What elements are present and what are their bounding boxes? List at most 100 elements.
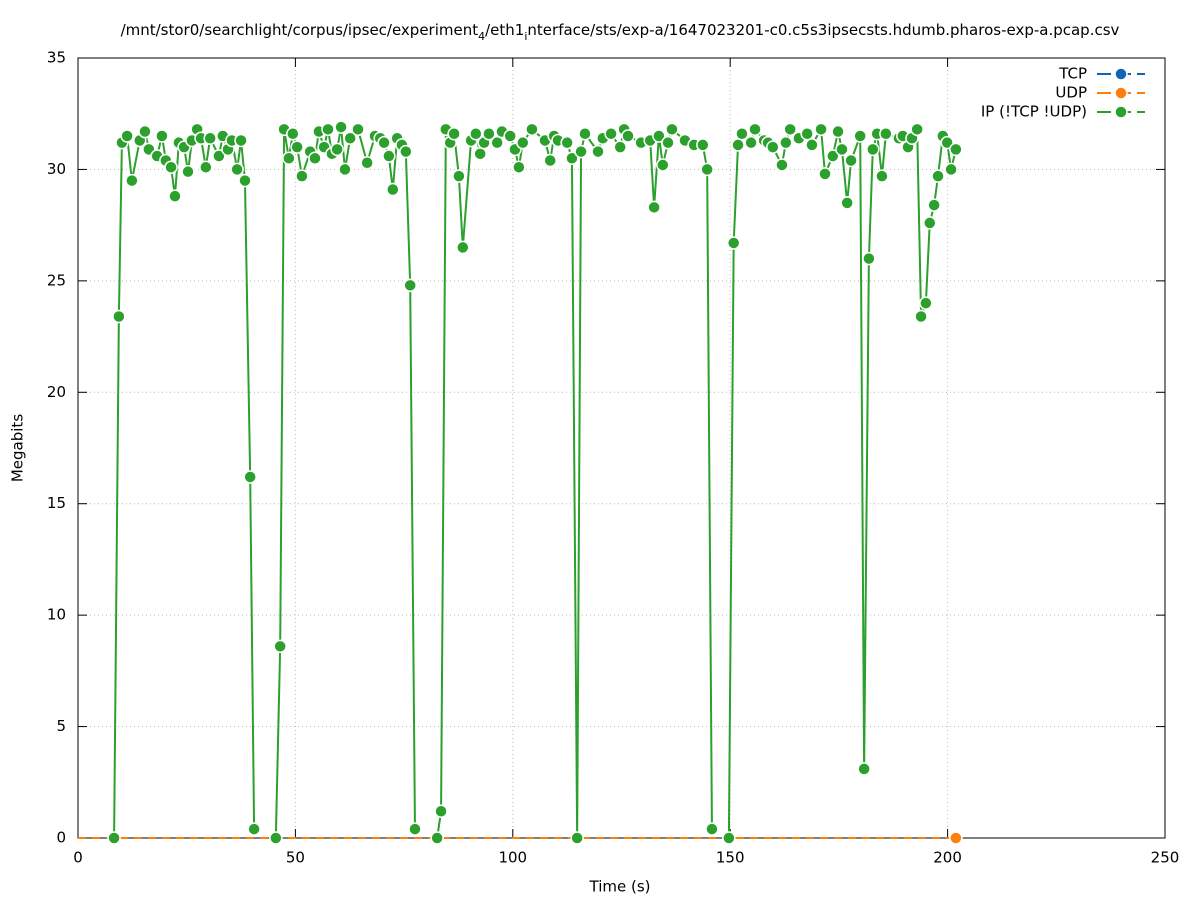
data-point — [334, 120, 348, 134]
data-point — [726, 236, 741, 250]
data-point — [570, 831, 584, 845]
data-point — [574, 144, 588, 159]
data-point — [282, 151, 296, 166]
data-point — [273, 639, 287, 654]
data-point — [940, 135, 954, 150]
data-point — [525, 122, 539, 137]
data-point — [181, 164, 195, 179]
data-point — [456, 240, 470, 255]
data-point — [805, 138, 819, 152]
data-point — [578, 127, 592, 141]
data-point — [818, 167, 832, 181]
data-point — [857, 762, 871, 776]
data-point — [107, 831, 121, 845]
data-point — [203, 131, 217, 145]
data-point — [295, 169, 309, 183]
data-point — [343, 131, 357, 145]
title-part: 4 — [478, 30, 485, 43]
title-part: i — [524, 30, 527, 43]
y-tick-label: 30 — [47, 160, 66, 178]
y-tick-label: 20 — [47, 383, 66, 401]
data-point — [377, 135, 391, 150]
data-point — [927, 198, 941, 212]
data-point — [923, 216, 937, 230]
data-point — [840, 196, 854, 210]
data-point — [447, 127, 461, 141]
data-point — [949, 831, 963, 845]
data-point — [914, 309, 928, 324]
data-point — [647, 200, 661, 215]
data-point — [560, 135, 574, 150]
data-point — [826, 149, 840, 163]
data-point — [269, 831, 283, 845]
x-tick-label: 50 — [286, 849, 305, 867]
x-axis-label: Time (s) — [589, 878, 651, 896]
title-part: /mnt/stor0/searchlight/corpus/ipsec/expe… — [121, 21, 479, 39]
y-tick-label: 25 — [47, 271, 66, 289]
legend-marker — [1114, 67, 1128, 81]
data-point — [621, 129, 635, 143]
data-point — [308, 151, 322, 166]
data-point — [591, 144, 605, 159]
data-point — [783, 122, 797, 137]
data-point — [234, 133, 248, 148]
legend-label: IP (!TCP !UDP) — [981, 103, 1087, 121]
data-point — [490, 135, 504, 150]
data-point — [199, 160, 213, 174]
data-point — [399, 144, 413, 159]
data-point — [731, 138, 745, 152]
legend-label: UDP — [1055, 84, 1087, 102]
data-point — [503, 129, 517, 143]
data-point — [543, 153, 557, 168]
data-point — [430, 831, 444, 845]
legend-marker — [1114, 105, 1128, 119]
data-point — [748, 122, 762, 137]
data-point — [766, 140, 780, 154]
data-point — [212, 149, 226, 163]
x-tick-label: 250 — [1151, 849, 1180, 867]
data-point — [112, 309, 126, 324]
data-point — [360, 155, 374, 170]
title-part: /eth1 — [485, 21, 524, 39]
data-point — [700, 162, 714, 177]
data-point — [434, 804, 448, 819]
x-tick-label: 200 — [933, 849, 962, 867]
data-point — [853, 129, 867, 143]
data-point — [744, 135, 758, 150]
data-point — [831, 124, 845, 139]
data-point — [120, 129, 134, 143]
data-point — [931, 169, 945, 183]
data-point — [408, 822, 422, 836]
data-point — [879, 127, 893, 141]
data-point — [775, 158, 789, 172]
data-point — [516, 135, 530, 150]
data-point — [243, 470, 257, 484]
data-point — [473, 147, 487, 161]
data-point — [835, 142, 849, 157]
data-point — [735, 127, 749, 141]
data-point — [949, 142, 963, 157]
data-point — [164, 160, 178, 174]
data-point — [155, 129, 169, 143]
data-point — [652, 129, 666, 143]
data-point — [403, 278, 417, 293]
data-point — [247, 822, 261, 836]
data-point — [800, 127, 814, 141]
data-point — [919, 296, 933, 310]
x-tick-label: 100 — [498, 849, 527, 867]
data-point — [168, 189, 182, 203]
data-point — [565, 151, 579, 166]
data-point — [661, 135, 675, 150]
y-axis-label: Megabits — [9, 414, 27, 482]
data-point — [722, 831, 736, 845]
data-point — [604, 127, 618, 141]
series-line — [113, 125, 957, 839]
data-point — [875, 169, 889, 183]
data-point — [779, 135, 793, 150]
y-tick-label: 35 — [47, 49, 66, 67]
y-tick-label: 15 — [47, 494, 66, 512]
y-tick-label: 0 — [56, 829, 66, 847]
data-point — [382, 149, 396, 163]
x-tick-label: 150 — [716, 849, 745, 867]
